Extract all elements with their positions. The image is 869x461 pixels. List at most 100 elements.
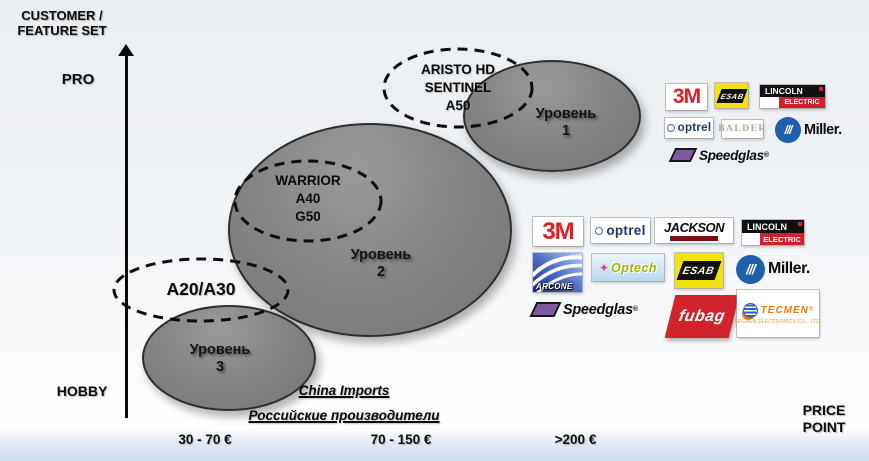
lincoln-red-square-icon bbox=[798, 222, 802, 226]
brand-logo-miller: /// Miller. bbox=[736, 250, 814, 288]
optech-wordmark: Optech bbox=[611, 260, 658, 275]
speedglas-registered-mark: ® bbox=[763, 151, 769, 159]
level-1-word: Уровень bbox=[535, 106, 597, 122]
product-warrior-label: WARRIOR A40 G50 bbox=[248, 172, 368, 226]
y-axis-line bbox=[125, 53, 128, 418]
y-axis-title: CUSTOMER / FEATURE SET bbox=[4, 8, 120, 38]
aristo-line2: SENTINEL bbox=[424, 80, 492, 95]
level-3-ellipse bbox=[142, 305, 316, 411]
level-2-number: 2 bbox=[376, 264, 386, 280]
brand-logo-optrel: optrel bbox=[591, 218, 650, 243]
balder-wordmark: BALDER bbox=[718, 124, 767, 134]
tecmen-row: TECMEN ® bbox=[742, 302, 814, 318]
product-a20-label: A20/A30 bbox=[141, 280, 261, 298]
arcone-arcs-icon bbox=[533, 253, 582, 292]
level-2-label: Уровень 2 bbox=[331, 247, 431, 281]
level-3-word: Уровень bbox=[189, 342, 251, 358]
esab-flag-icon: ESAB bbox=[715, 88, 748, 103]
x-axis-title-line1: PRICE bbox=[802, 402, 846, 418]
speedglas-wordmark: Speedglas bbox=[563, 301, 633, 318]
level-3-label: Уровень 3 bbox=[170, 342, 270, 376]
brand-logo-optech: ✦ Optech bbox=[592, 254, 664, 281]
brand-logo-arcone: ARCONE bbox=[533, 253, 582, 292]
brand-logo-speedglas: Speedglas ® bbox=[668, 146, 772, 164]
brand-logo-esab: ESAB bbox=[715, 83, 748, 108]
brand-logo-fubag: fubag bbox=[664, 295, 740, 338]
jackson-red-bar bbox=[669, 235, 719, 241]
price-range-low: 30 - 70 € bbox=[178, 432, 232, 447]
fubag-wordmark: fubag bbox=[677, 307, 727, 325]
3m-wordmark: 3M bbox=[542, 217, 574, 245]
electric-wordmark: ELECTRIC bbox=[760, 233, 804, 245]
brand-logo-lincoln-electric: LINCOLN ELECTRIC bbox=[742, 220, 804, 245]
y-axis-pro-label: PRO bbox=[61, 71, 95, 88]
brand-logo-balder: BALDER bbox=[718, 120, 765, 138]
brand-logo-3m: 3M bbox=[533, 217, 583, 246]
product-aristo-label: ARISTO HD SENTINEL A50 bbox=[398, 61, 518, 115]
electric-wordmark: ELECTRIC bbox=[779, 97, 825, 108]
miller-slashes-glyph: /// bbox=[746, 261, 756, 277]
optrel-wordmark: optrel bbox=[677, 122, 712, 134]
brand-logo-tecmen: TECMEN ® TECMEN ELECTRONICS CO., LTD. bbox=[734, 290, 822, 337]
level-1-label: Уровень 1 bbox=[516, 106, 616, 140]
lincoln-bottom-bar: ELECTRIC bbox=[742, 233, 804, 245]
brand-logo-speedglas: Speedglas ® bbox=[529, 300, 643, 319]
optrel-wordmark: optrel bbox=[606, 223, 646, 238]
speedglas-parallelogram-icon bbox=[668, 148, 698, 162]
lincoln-wordmark: LINCOLN bbox=[765, 86, 803, 96]
tecmen-subtitle: TECMEN ELECTRONICS CO., LTD. bbox=[734, 318, 822, 325]
level-3-number: 3 bbox=[215, 359, 225, 375]
russian-manufacturers-note: Российские производители bbox=[248, 408, 440, 423]
optrel-swirl-icon bbox=[666, 124, 675, 132]
level-2-ellipse bbox=[228, 123, 512, 337]
a20-dashed-ellipse bbox=[112, 257, 290, 323]
china-imports-note: China Imports bbox=[298, 383, 390, 398]
level-1-number: 1 bbox=[561, 123, 571, 139]
warrior-line1: WARRIOR bbox=[275, 173, 341, 188]
y-axis-title-line2: FEATURE SET bbox=[17, 23, 107, 38]
esab-wordmark: ESAB bbox=[681, 264, 717, 277]
jackson-wordmark: JACKSON bbox=[663, 219, 725, 235]
miller-wordmark: Miller. bbox=[768, 260, 810, 277]
miller-wordmark: Miller. bbox=[804, 121, 842, 138]
y-axis-arrow-icon bbox=[118, 44, 134, 56]
tecmen-wordmark: TECMEN bbox=[760, 304, 809, 316]
warrior-dashed-ellipse bbox=[233, 159, 383, 243]
x-axis-title: PRICE POINT bbox=[794, 402, 854, 436]
optrel-swirl-icon bbox=[595, 226, 604, 235]
brand-logo-jackson: JACKSON bbox=[655, 218, 733, 243]
arcone-wordmark: ARCONE bbox=[536, 282, 573, 291]
x-axis-title-line2: POINT bbox=[802, 419, 846, 435]
level-1-ellipse bbox=[463, 60, 641, 172]
lincoln-wordmark: LINCOLN bbox=[747, 221, 787, 232]
miller-slashes-glyph: /// bbox=[784, 122, 792, 137]
optech-star-icon: ✦ bbox=[598, 260, 609, 275]
brand-logo-miller: /// Miller. bbox=[775, 115, 842, 144]
3m-wordmark: 3M bbox=[672, 85, 701, 108]
speedglas-wordmark: Speedglas bbox=[699, 147, 764, 163]
brand-logo-3m: 3M bbox=[666, 84, 707, 110]
lincoln-red-square-icon bbox=[819, 87, 823, 91]
warrior-line2: A40 bbox=[295, 191, 321, 206]
lincoln-top-bar: LINCOLN bbox=[742, 220, 804, 233]
tecmen-globe-icon bbox=[742, 302, 758, 318]
aristo-line1: ARISTO HD bbox=[420, 62, 495, 77]
brand-logo-esab: ESAB bbox=[675, 253, 723, 288]
level-2-word: Уровень bbox=[350, 247, 412, 263]
brand-logo-lincoln-electric: LINCOLN ELECTRIC bbox=[760, 85, 825, 108]
miller-slashes-icon: /// bbox=[736, 254, 765, 284]
a20-line1: A20/A30 bbox=[166, 279, 236, 299]
lincoln-bottom-bar: ELECTRIC bbox=[760, 97, 825, 108]
esab-wordmark: ESAB bbox=[718, 91, 745, 100]
warrior-line3: G50 bbox=[295, 209, 321, 224]
aristo-dashed-ellipse bbox=[382, 47, 534, 129]
miller-slashes-icon: /// bbox=[775, 116, 801, 143]
esab-flag-icon: ESAB bbox=[676, 261, 722, 280]
price-range-mid: 70 - 150 € bbox=[370, 432, 432, 447]
brand-logo-optrel: optrel bbox=[665, 118, 713, 138]
lincoln-top-bar: LINCOLN bbox=[760, 85, 825, 97]
tecmen-registered-mark: ® bbox=[808, 307, 814, 313]
y-axis-hobby-label: HOBBY bbox=[56, 383, 108, 399]
price-range-high: >200 € bbox=[554, 432, 597, 447]
